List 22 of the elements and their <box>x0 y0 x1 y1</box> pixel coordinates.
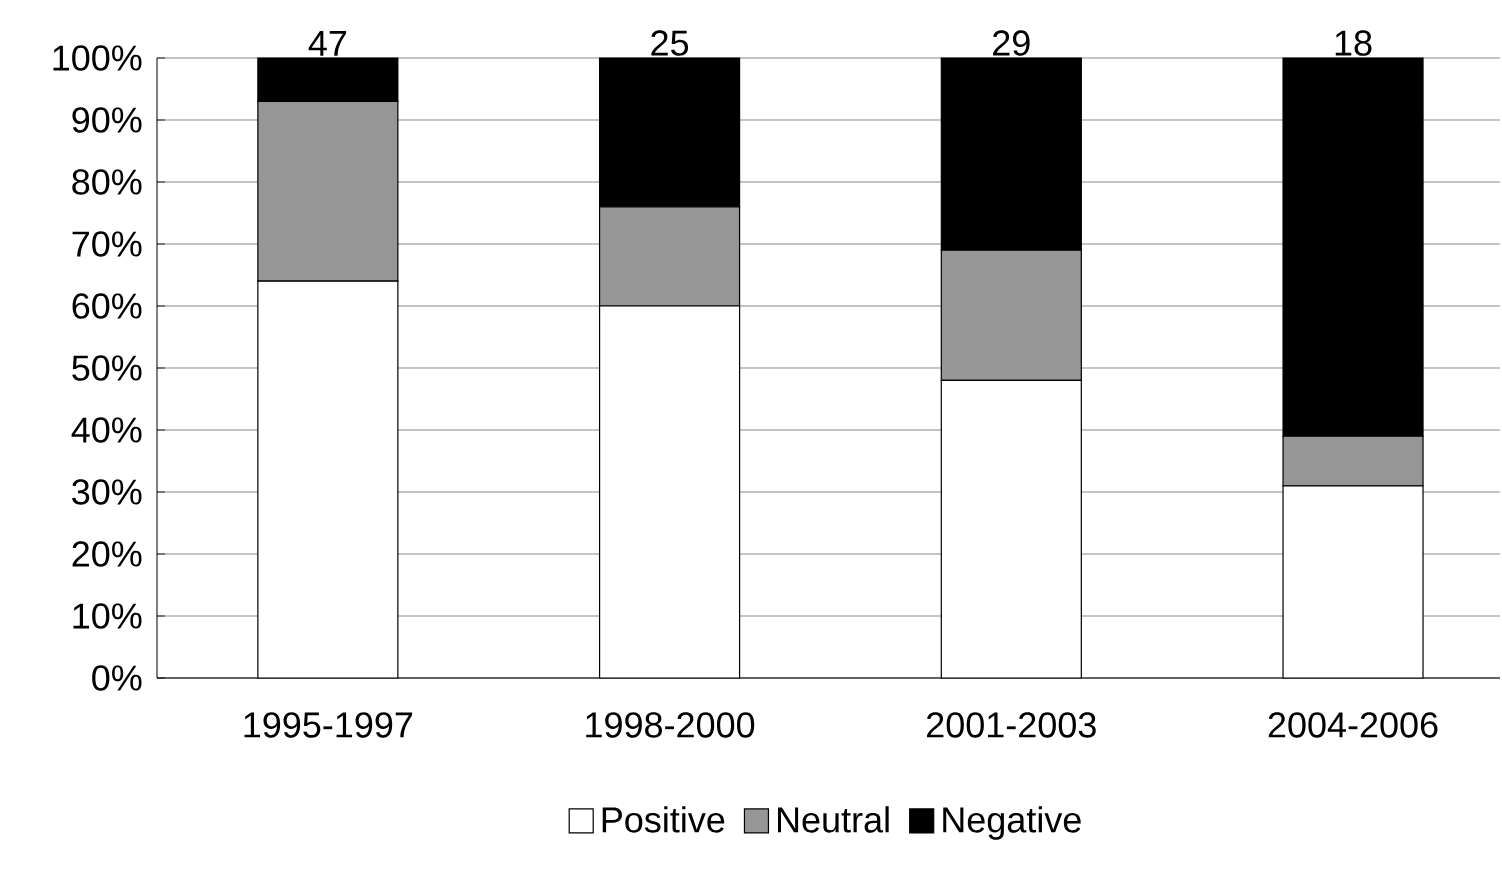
x-tick-label: 1998-2000 <box>586 712 755 738</box>
legend-label: Neutral <box>777 806 889 833</box>
legend-label: Positive <box>602 806 725 833</box>
y-tick-label: 20% <box>72 541 142 567</box>
y-tick-label: 10% <box>73 603 142 629</box>
y-tick-label: 0% <box>92 665 142 691</box>
x-tick-label: 2001-2003 <box>927 712 1096 738</box>
legend-label: Negative <box>943 806 1081 840</box>
y-tick-label: 80% <box>72 169 142 195</box>
y-tick-label: 50% <box>72 355 142 381</box>
x-tick-label: 2004-2006 <box>1268 712 1438 738</box>
y-tick-label: 30% <box>72 479 142 505</box>
x-tick-label: 1995-1997 <box>244 712 413 738</box>
y-tick-label: 40% <box>71 417 142 443</box>
annotation: 25 <box>651 30 689 56</box>
y-tick-label: 70% <box>72 231 142 257</box>
y-tick-label: 100% <box>53 45 142 71</box>
annotation: 18 <box>1335 30 1372 56</box>
y-tick-label: 60% <box>72 293 142 319</box>
y-tick-label: 90% <box>72 107 142 133</box>
annotation: 47 <box>308 31 347 56</box>
annotation: 29 <box>993 30 1030 56</box>
